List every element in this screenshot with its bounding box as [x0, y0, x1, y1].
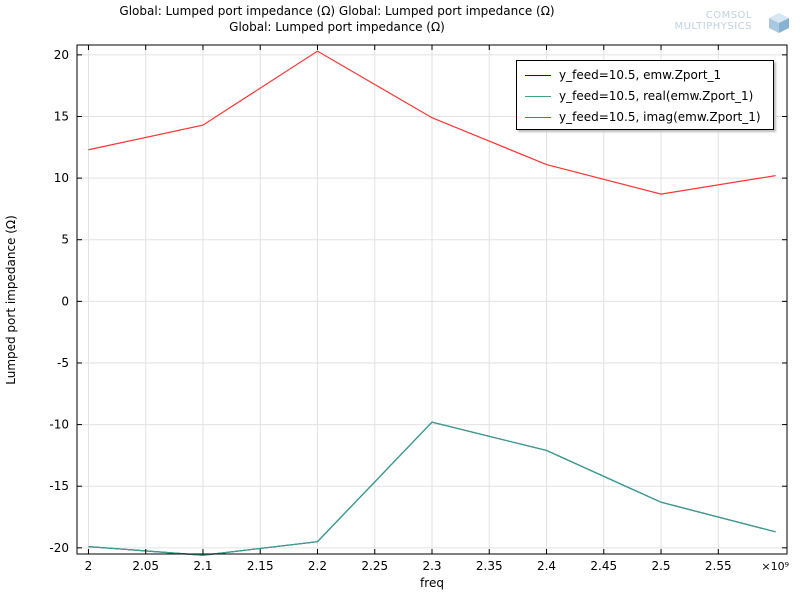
chart-title-line-1: Global: Lumped port impedance (Ω) Global… — [119, 4, 555, 18]
y-tick-label: -15 — [49, 479, 69, 493]
y-tick-label: -5 — [57, 356, 69, 370]
legend-item-real: y_feed=10.5, real(emw.Zport_1) — [525, 86, 753, 106]
logo-line-2: MULTIPHYSICS — [674, 21, 752, 32]
legend-label-real: y_feed=10.5, real(emw.Zport_1) — [559, 89, 754, 103]
y-tick-label: -20 — [49, 541, 69, 555]
legend-label-imag: y_feed=10.5, imag(emw.Zport_1) — [559, 110, 761, 124]
x-tick-label: 2.15 — [247, 559, 274, 573]
y-tick-label: -10 — [49, 418, 69, 432]
legend-swatch-zport — [525, 74, 551, 76]
y-tick-label: 5 — [61, 233, 69, 247]
x-tick-label: 2.45 — [590, 559, 617, 573]
x-axis-exponent-label: ×10⁹ — [761, 560, 789, 573]
series-layer — [88, 50, 776, 556]
y-axis-label: Lumped port impedance (Ω) — [4, 215, 18, 385]
y-tick-label: 0 — [61, 294, 69, 308]
y-tick-label: 20 — [54, 48, 69, 62]
legend-label-zport: y_feed=10.5, emw.Zport_1 — [559, 68, 722, 82]
x-tick-label: 2.55 — [705, 559, 732, 573]
chart-title-line-2: Global: Lumped port impedance (Ω) — [229, 20, 445, 34]
legend-swatch-real — [525, 95, 551, 97]
x-tick-label: 2.3 — [422, 559, 441, 573]
chart-legend: y_feed=10.5, emw.Zport_1 y_feed=10.5, re… — [516, 60, 774, 130]
tick-layer — [77, 45, 787, 554]
comsol-cube-icon — [769, 13, 789, 33]
x-tick-label: 2.35 — [476, 559, 503, 573]
comsol-logo: COMSOL MULTIPHYSICS — [665, 10, 790, 36]
legend-item-zport: y_feed=10.5, emw.Zport_1 — [525, 65, 721, 85]
logo-line-1: COMSOL — [705, 10, 752, 21]
x-tick-label: 2.5 — [651, 559, 670, 573]
y-tick-label: 10 — [54, 171, 69, 185]
x-axis-label: freq — [420, 576, 444, 590]
legend-item-imag: y_feed=10.5, imag(emw.Zport_1) — [525, 107, 761, 127]
x-tick-label: 2.2 — [308, 559, 327, 573]
series-line-imag — [88, 50, 776, 195]
series-line-real — [88, 421, 776, 556]
x-tick-label: 2.1 — [193, 559, 212, 573]
legend-swatch-imag — [525, 116, 551, 118]
x-tick-label: 2 — [85, 559, 93, 573]
tick-label-layer: 2 2.05 2.1 2.15 2.2 2.25 2.3 2.35 2.4 2.45 2.5 2.55… — [49, 48, 731, 573]
x-tick-label: 2.4 — [537, 559, 556, 573]
x-tick-label: 2.25 — [361, 559, 388, 573]
x-tick-label: 2.05 — [132, 559, 159, 573]
y-tick-label: 15 — [54, 109, 69, 123]
